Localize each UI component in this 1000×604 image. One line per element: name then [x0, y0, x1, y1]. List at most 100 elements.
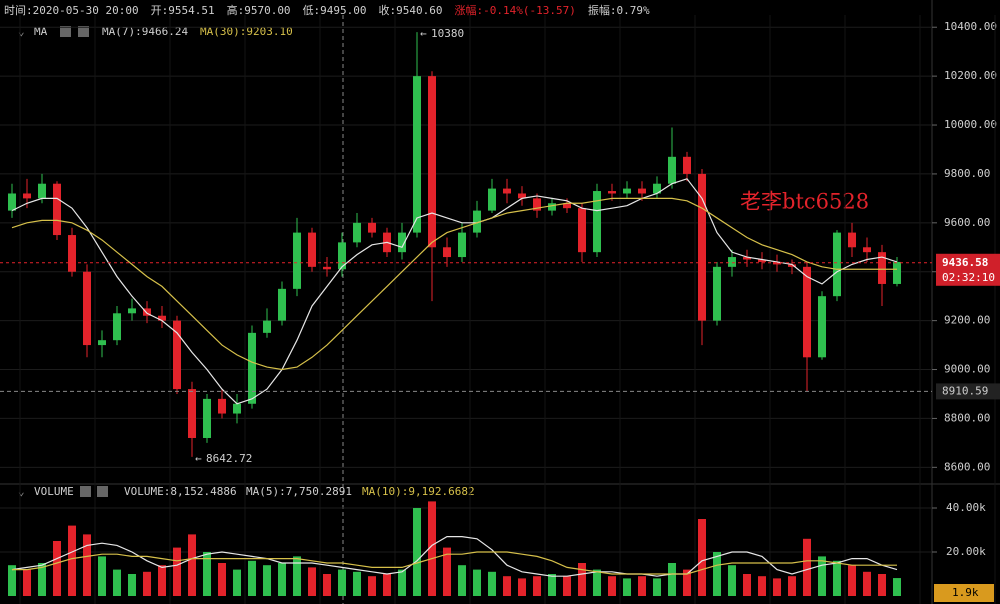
- candle-body: [428, 76, 436, 248]
- volume-current-box: [934, 584, 994, 602]
- y-tick-label: 9800.00: [944, 167, 990, 180]
- high-annotation: 10380: [431, 27, 464, 40]
- candle-body: [758, 259, 766, 262]
- candle-body: [278, 288, 286, 321]
- ma7-legend: MA(7):9466.24: [102, 25, 188, 38]
- candle-body: [413, 76, 421, 233]
- candle-body: [218, 398, 226, 414]
- ma30-legend: MA(30):9203.10: [200, 25, 293, 38]
- ma7-line: [11, 178, 898, 405]
- volume-bar: [248, 560, 256, 596]
- volume-bar: [353, 571, 361, 596]
- volume-bar: [758, 576, 766, 596]
- candle-body: [683, 156, 691, 174]
- candle-body: [233, 403, 241, 414]
- volume-bar: [818, 556, 826, 596]
- settings-icon[interactable]: [80, 486, 91, 497]
- candle-body: [128, 308, 136, 314]
- volume-ma5-legend: MA(5):7,750.2891: [246, 485, 352, 498]
- candle-body: [638, 188, 646, 194]
- volume-bar: [143, 571, 151, 596]
- candle-body: [173, 320, 181, 390]
- volume-bar: [473, 569, 481, 596]
- volume-bar: [383, 574, 391, 596]
- candle-body: [23, 193, 31, 199]
- close-icon[interactable]: [78, 26, 89, 37]
- header-item: 高:9570.00: [227, 3, 291, 17]
- volume-bar: [548, 574, 556, 596]
- candle-body: [248, 332, 256, 404]
- volume-bar: [683, 569, 691, 596]
- volume-bar: [128, 574, 136, 596]
- candle-body: [458, 232, 466, 258]
- volume-bar: [803, 538, 811, 596]
- header-item: 涨幅:-0.14%(-13.57): [455, 4, 576, 17]
- header-item: 收:9540.60: [379, 3, 443, 17]
- volume-bar: [503, 576, 511, 596]
- volume-bar: [218, 563, 226, 596]
- volume-bar: [893, 578, 901, 596]
- volume-bar: [863, 571, 871, 596]
- y-tick-label: 20.00k: [946, 545, 986, 558]
- volume-bar: [308, 567, 316, 596]
- candle-body: [833, 232, 841, 297]
- volume-bar: [113, 569, 121, 596]
- watermark: 老李btc6528: [740, 190, 869, 214]
- ma-arrow: ⌄: [18, 25, 25, 38]
- candle-body: [713, 266, 721, 321]
- candle-body: [863, 247, 871, 253]
- y-tick-label: 40.00k: [946, 501, 986, 514]
- volume-bar: [293, 556, 301, 596]
- volume-bar: [368, 576, 376, 596]
- candle-body: [143, 308, 151, 316]
- header-item: 低:9495.00: [303, 4, 367, 17]
- volume-bar: [428, 501, 436, 596]
- candle-body: [263, 320, 271, 333]
- volume-bar: [608, 576, 616, 596]
- volume-bar: [203, 552, 211, 596]
- volume-bar: [413, 508, 421, 596]
- candle-body: [488, 188, 496, 211]
- close-icon[interactable]: [97, 486, 108, 497]
- volume-arrow: ⌄: [18, 485, 25, 498]
- low-annotation: 8642.72: [206, 452, 252, 465]
- volume-bar: [623, 578, 631, 596]
- volume-bar: [323, 574, 331, 596]
- volume-bar: [23, 569, 31, 596]
- candle-body: [8, 193, 16, 211]
- settings-icon[interactable]: [60, 26, 71, 37]
- volume-bar: [653, 578, 661, 596]
- volume-bar: [578, 563, 586, 596]
- candle-body: [728, 257, 736, 267]
- volume-current-label: 1.9k: [952, 586, 979, 599]
- y-tick-label: 10400.00: [944, 20, 997, 33]
- volume-bar: [338, 569, 346, 596]
- candle-body: [38, 183, 46, 199]
- annotation-arrow: ←: [195, 452, 202, 465]
- volume-bar: [398, 569, 406, 596]
- volume-bar: [638, 576, 646, 596]
- candle-body: [53, 183, 61, 236]
- candle-body: [113, 313, 121, 341]
- y-tick-label: 9000.00: [944, 363, 990, 376]
- volume-bar: [593, 569, 601, 596]
- candle-body: [818, 296, 826, 358]
- candle-body: [68, 235, 76, 272]
- volume-bar: [98, 556, 106, 596]
- crosshair-price-box: [936, 383, 1000, 400]
- header-item: 时间:2020-05-30 20:00: [4, 4, 139, 17]
- candle-body: [653, 183, 661, 194]
- annotation-arrow: ←: [420, 27, 427, 40]
- volume-bar: [878, 574, 886, 596]
- candle-body: [353, 222, 361, 243]
- candle-body: [323, 266, 331, 270]
- candle-body: [668, 156, 676, 184]
- header: 时间:2020-05-30 20:00 开:9554.51 高:9570.00 低:9…: [4, 3, 650, 17]
- y-tick-label: 9600.00: [944, 216, 990, 229]
- candle-body: [548, 203, 556, 211]
- candle-body: [368, 222, 376, 233]
- candle-body: [743, 257, 751, 260]
- volume-ma10-line: [12, 551, 897, 575]
